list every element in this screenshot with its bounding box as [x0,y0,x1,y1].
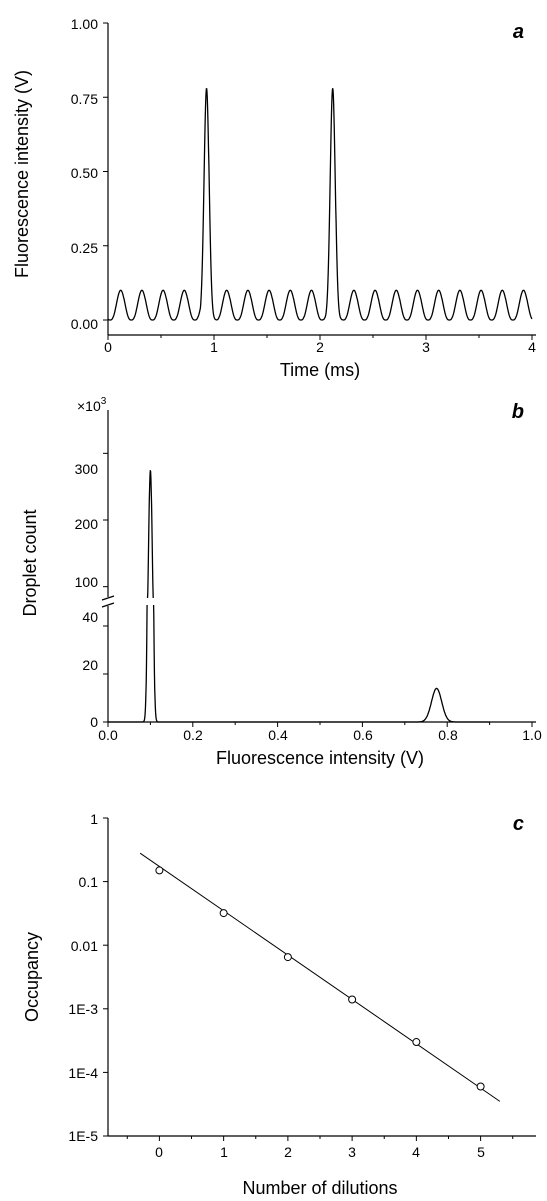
panel-b-x-tick-label: 0.0 [98,727,118,743]
panel-c-data-point [348,995,357,1004]
panel-a-y-tick-label: 0.50 [71,165,98,181]
panel-b-x-tick-label: 0.2 [183,727,203,743]
panel-b-y-tick-label: 300 [75,461,99,477]
panel-a-ticks [103,22,533,340]
panel-c-y-tick-label: 1E-3 [68,1001,98,1017]
panel-c-y-tick-label: 1 [90,811,98,827]
panel-b-y-tick-label: 20 [82,657,98,673]
panel-c-ticks [103,817,514,1141]
panel-b-y-tick-label: 200 [75,516,99,532]
panel-c-plot [139,852,501,1102]
panel-b: 0.0 0.2 0.4 0.6 0.8 1.0 0 20 40 100 200 … [20,396,542,768]
panel-b-y-tick-label: 100 [75,574,99,590]
panel-c-x-axis-title: Number of dilutions [242,1178,397,1198]
panel-c-x-tick-label: 2 [284,1144,292,1160]
panel-a-x-tick-label: 4 [528,339,536,355]
panel-c-x-tick-label: 5 [477,1144,485,1160]
panel-b-y-multiplier-exponent: 3 [101,396,107,407]
panel-c-data-point [283,953,292,962]
panel-a-x-tick-label: 2 [316,339,324,355]
panel-b-ticks [103,452,533,727]
panel-b-y-multiplier: ×103 [77,396,107,414]
panel-c-x-tick-label: 3 [348,1144,356,1160]
panel-a-y-tick-label: 0.25 [71,240,98,256]
panel-c-data-point [219,909,228,918]
panel-a-y-tick-label: 1.00 [71,16,98,32]
panel-a-x-tick-label: 0 [104,339,112,355]
panel-b-x-tick-label: 0.4 [268,727,288,743]
panel-b-series-histogram [108,470,490,723]
panel-c-x-tick-label: 1 [220,1144,228,1160]
panel-b-y-axis-title: Droplet count [20,509,40,616]
panel-b-label: b [512,401,524,423]
panel-c-y-tick-label: 1E-4 [68,1065,98,1081]
panel-c-fit-line [139,852,501,1102]
panel-b-x-tick-label: 0.8 [438,727,458,743]
panel-b-x-axis-title: Fluorescence intensity (V) [216,748,424,768]
panel-c-y-tick-label: 0.01 [71,938,98,954]
panel-c-x-tick-label: 4 [412,1144,420,1160]
panel-c-label: c [513,813,524,835]
panel-a-x-axis-title: Time (ms) [280,360,360,380]
panel-c-data-point [476,1082,485,1091]
panel-b-plot [108,470,490,723]
panel-a-series-trace [107,88,533,321]
panel-c-data-point [155,866,164,875]
panel-b-y-tick-label: 0 [90,714,98,730]
panel-a: 0 1 2 3 4 0.00 0.25 0.50 0.75 1.00 Time … [12,16,536,380]
panel-a-y-axis-title: Fluorescence intensity (V) [12,70,32,278]
panel-a-x-tick-label: 1 [210,339,218,355]
panel-b-break-gap [140,598,164,605]
panel-a-label: a [513,21,524,43]
panel-a-x-tick-label: 3 [422,339,430,355]
panel-c-x-tick-label: 0 [155,1144,163,1160]
panel-c-y-tick-label: 0.1 [79,874,99,890]
panel-a-y-tick-label: 0.00 [71,316,98,332]
panel-a-y-tick-label: 0.75 [71,91,98,107]
panel-c-y-axis-title: Occupancy [22,932,42,1022]
panel-c-y-tick-label: 1E-5 [68,1128,98,1144]
panel-c-data-point [412,1038,421,1047]
panel-a-plot [107,88,533,321]
panel-b-x-tick-label: 0.6 [353,727,373,743]
panel-b-x-tick-label: 1.0 [522,727,542,743]
panel-b-y-tick-label: 40 [82,609,98,625]
panel-b-y-multiplier-base: ×10 [77,398,101,414]
panel-b-axis-break-mark [101,595,115,608]
panel-c: 0 1 2 3 4 5 1E-5 1E-4 1E-3 0.01 0.1 1 Nu… [22,811,536,1198]
